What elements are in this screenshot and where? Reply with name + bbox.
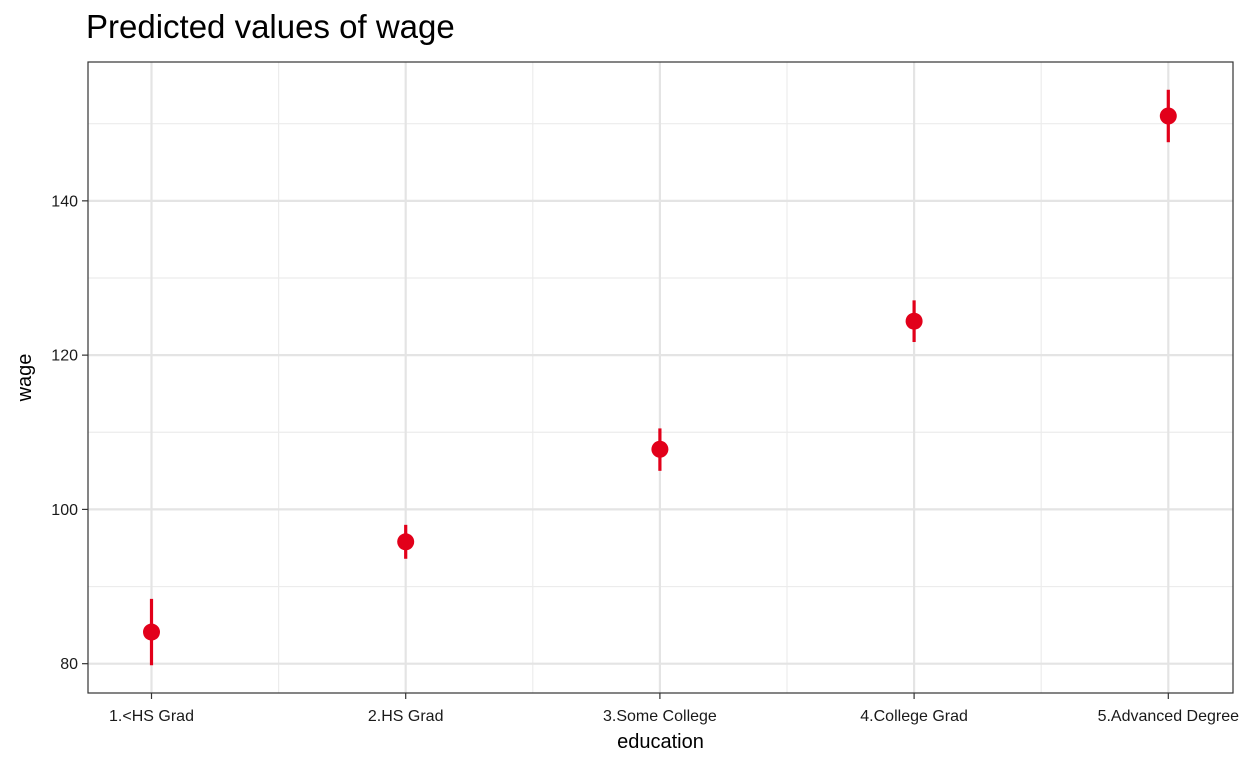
x-tick-label: 2.HS Grad [368, 708, 444, 725]
y-axis-title: wage [14, 354, 36, 403]
y-tick-label: 140 [51, 193, 78, 210]
y-axis: 80 100 120 140 [51, 193, 88, 673]
x-tick-label: 1.<HS Grad [109, 708, 194, 725]
data-point [905, 312, 923, 330]
x-tick-label: 5.Advanced Degree [1098, 708, 1240, 725]
y-tick-label: 120 [51, 348, 78, 365]
chart-title: Predicted values of wage [86, 8, 455, 45]
data-marks [143, 89, 1177, 666]
data-point [651, 440, 669, 458]
y-tick-label: 80 [60, 656, 78, 673]
x-axis-title: education [617, 731, 704, 753]
y-tick-label: 100 [51, 502, 78, 519]
data-point [1159, 107, 1177, 125]
x-tick-label: 4.College Grad [860, 708, 968, 725]
x-axis: 1.<HS Grad 2.HS Grad 3.Some College 4.Colle… [109, 693, 1239, 725]
data-point [143, 623, 160, 641]
x-tick-label: 3.Some College [603, 708, 717, 725]
data-point [397, 533, 415, 551]
major-gridlines [88, 62, 1233, 693]
